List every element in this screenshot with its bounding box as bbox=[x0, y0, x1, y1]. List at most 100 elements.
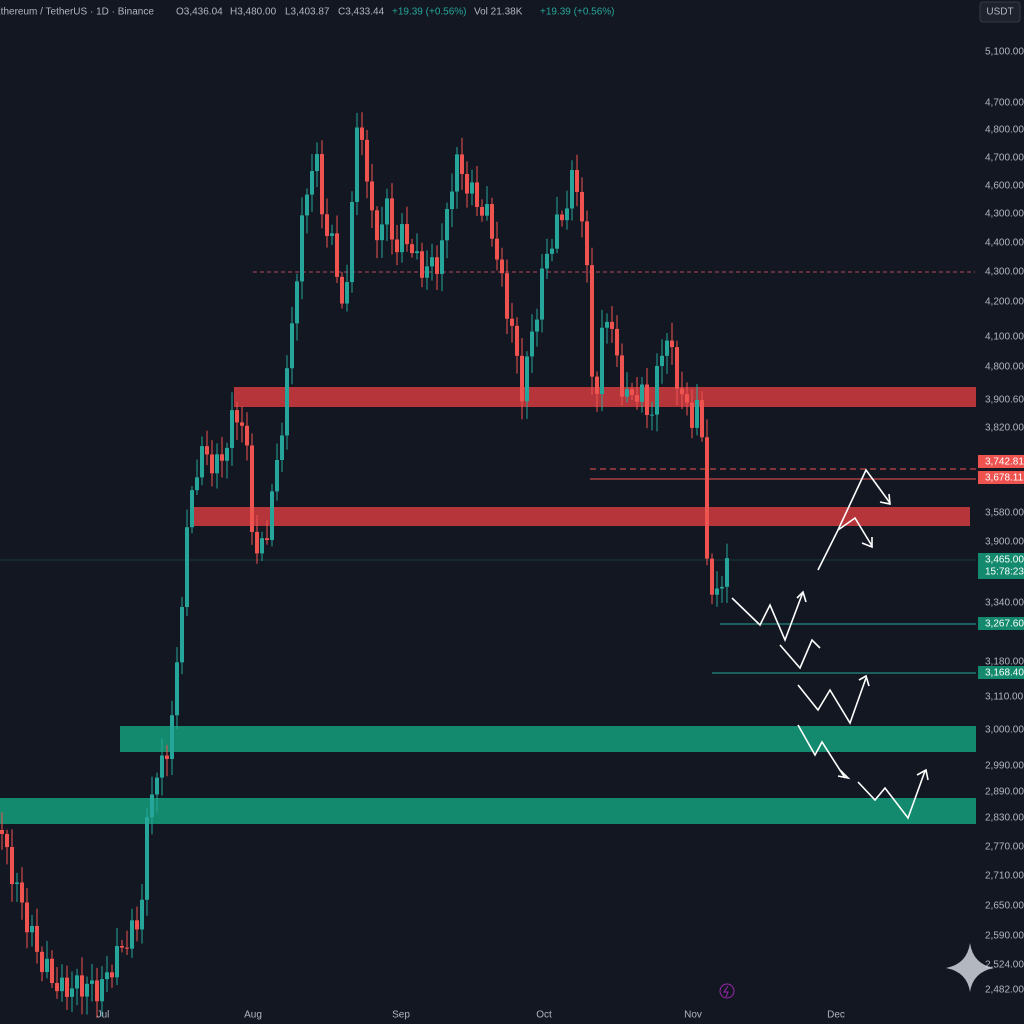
candle-body bbox=[645, 384, 649, 416]
candle-body bbox=[45, 958, 49, 973]
candle-body bbox=[80, 975, 84, 997]
arrow bbox=[879, 493, 891, 505]
candle-body bbox=[275, 460, 279, 492]
price-badge-label: 3,678.11 bbox=[985, 473, 1024, 484]
arrow bbox=[857, 770, 926, 820]
candle-body bbox=[190, 490, 194, 528]
volume: Vol 21.38K bbox=[474, 7, 523, 18]
candle-body bbox=[365, 139, 369, 182]
ohlc-low: L3,403.87 bbox=[285, 7, 330, 18]
price-label: 4,300.00 bbox=[985, 267, 1024, 278]
candle-body bbox=[495, 238, 499, 260]
candle-body bbox=[135, 920, 139, 930]
candle-body bbox=[285, 368, 289, 436]
candle-body bbox=[150, 794, 154, 818]
candle-body bbox=[420, 251, 424, 278]
arrow bbox=[779, 638, 821, 670]
candle-body bbox=[85, 983, 89, 997]
candle-body bbox=[360, 127, 364, 140]
price-label: 4,300.00 bbox=[985, 209, 1024, 220]
candle-body bbox=[240, 422, 244, 426]
candle-body bbox=[295, 281, 299, 324]
candle-body bbox=[185, 527, 189, 607]
arrow bbox=[796, 590, 807, 603]
candle-body bbox=[125, 947, 129, 949]
candle-body bbox=[145, 817, 149, 900]
projection-arrows bbox=[731, 468, 929, 820]
candle-body bbox=[535, 319, 539, 332]
candle-body bbox=[225, 447, 229, 461]
candle-body bbox=[340, 276, 344, 304]
candle-body bbox=[130, 920, 134, 949]
ohlc-high: H3,480.00 bbox=[230, 7, 277, 18]
time-label: Oct bbox=[536, 1010, 552, 1021]
candle-body bbox=[470, 182, 474, 194]
candle-body bbox=[455, 154, 459, 192]
candle-body bbox=[280, 435, 284, 461]
price-label: 2,770.00 bbox=[985, 842, 1024, 853]
candle-body bbox=[50, 958, 54, 984]
price-label: 2,650.00 bbox=[985, 901, 1024, 912]
candle-body bbox=[10, 847, 14, 884]
candle-body bbox=[440, 240, 444, 274]
volume-change: +19.39 (+0.56%) bbox=[540, 7, 615, 18]
candle-body bbox=[175, 662, 179, 716]
candle-body bbox=[485, 204, 489, 216]
candle-body bbox=[110, 972, 114, 978]
candle-body bbox=[405, 224, 409, 245]
support-zone bbox=[120, 726, 976, 752]
price-labels: 5,100.00 4,700.00 4,800.00 4,700.00 4,600.00… bbox=[985, 47, 1024, 996]
candle-body bbox=[70, 988, 74, 997]
ohlc-close: C3,433.44 bbox=[338, 7, 385, 18]
candle-body bbox=[595, 376, 599, 395]
price-label: 3,110.00 bbox=[985, 692, 1024, 703]
candle-body bbox=[270, 491, 274, 540]
candle-body bbox=[590, 265, 594, 377]
candle-body bbox=[605, 321, 609, 328]
candle-body bbox=[400, 224, 404, 253]
price-badge-label: 3,267.60 bbox=[985, 619, 1024, 630]
candle-body bbox=[665, 340, 669, 356]
time-labels: Jul Aug Sep Oct Nov Dec bbox=[97, 1010, 845, 1021]
candle-body bbox=[220, 454, 224, 461]
time-label: Sep bbox=[392, 1010, 410, 1021]
candle-body bbox=[120, 946, 124, 948]
candle-body bbox=[55, 983, 59, 992]
candle-body bbox=[305, 194, 309, 216]
arrow bbox=[837, 468, 891, 531]
price-label: 4,200.00 bbox=[985, 297, 1024, 308]
price-label: 2,830.00 bbox=[985, 813, 1024, 824]
candle-body bbox=[180, 606, 184, 663]
candle-body bbox=[115, 946, 119, 978]
candle-body bbox=[520, 355, 524, 402]
candle-body bbox=[425, 266, 429, 278]
currency-button[interactable] bbox=[979, 1, 1021, 23]
price-badge-label: 3,168.40 bbox=[985, 668, 1024, 679]
candle-body bbox=[640, 384, 644, 402]
candle-body bbox=[630, 389, 634, 396]
candle-body bbox=[355, 127, 359, 202]
candle-body bbox=[635, 395, 639, 402]
candle-body bbox=[260, 538, 264, 554]
candle-body bbox=[65, 977, 69, 997]
price-badge bbox=[978, 617, 1024, 630]
currency-label[interactable]: USDT bbox=[986, 7, 1013, 18]
candle-body bbox=[35, 925, 39, 952]
candle-body bbox=[370, 181, 374, 211]
candle-body bbox=[310, 171, 314, 195]
candle-body bbox=[265, 538, 269, 540]
price-badge-label: 3,465.00 bbox=[985, 555, 1024, 566]
candle-body bbox=[545, 253, 549, 269]
candle-body bbox=[195, 477, 199, 491]
price-axis bbox=[978, 0, 1024, 1024]
arrow bbox=[861, 537, 873, 549]
candle-body bbox=[350, 201, 354, 283]
candle-body bbox=[435, 257, 439, 274]
candle-body bbox=[670, 340, 674, 348]
candle-body bbox=[325, 214, 329, 236]
candle-body bbox=[140, 899, 144, 930]
event-icon[interactable] bbox=[719, 983, 735, 999]
